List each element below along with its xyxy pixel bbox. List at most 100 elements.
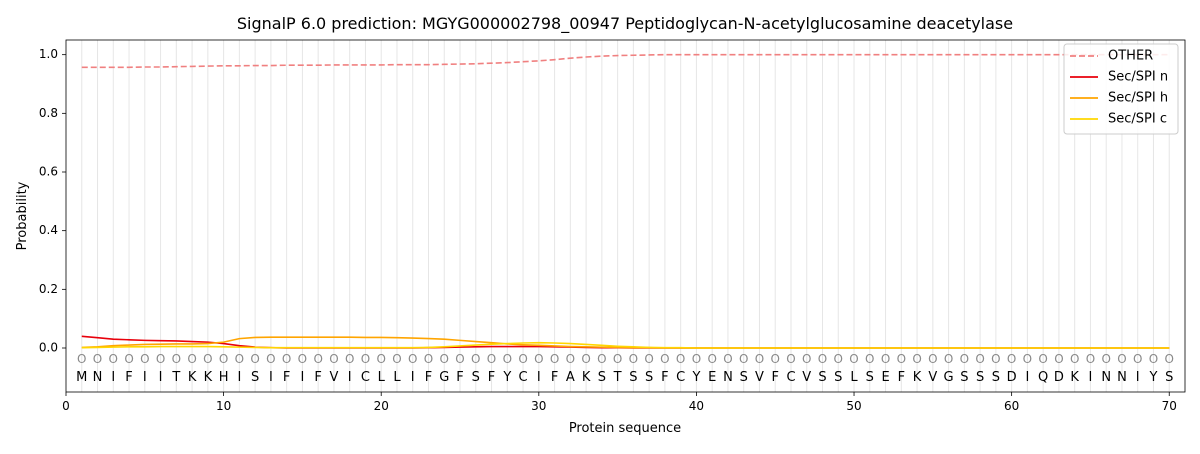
- region-label: O: [581, 352, 590, 366]
- residue-label: S: [598, 370, 606, 385]
- region-label: O: [897, 352, 906, 366]
- region-label: O: [440, 352, 449, 366]
- region-label: O: [644, 352, 653, 366]
- region-label: O: [235, 352, 244, 366]
- residue-label: V: [928, 370, 937, 385]
- region-label: O: [471, 352, 480, 366]
- residue-label: H: [219, 370, 229, 385]
- residue-label: T: [171, 370, 180, 385]
- region-label: O: [109, 352, 118, 366]
- residue-label: V: [755, 370, 764, 385]
- residue-label: D: [1007, 370, 1017, 385]
- x-axis-label: Protein sequence: [569, 421, 681, 436]
- residue-label: V: [802, 370, 811, 385]
- series-line-other: [81, 53, 1170, 69]
- residue-label: C: [519, 370, 528, 385]
- residue-label: S: [834, 370, 842, 385]
- x-tick-label: 70: [1162, 399, 1177, 413]
- region-label: O: [786, 352, 795, 366]
- residue-label: M: [76, 370, 87, 385]
- residue-label: I: [111, 370, 115, 385]
- residue-label: K: [204, 370, 213, 385]
- residue-label: C: [361, 370, 370, 385]
- x-tick-label: 30: [531, 399, 546, 413]
- residue-label: S: [992, 370, 1000, 385]
- legend-label: Sec/SPI h: [1108, 91, 1168, 106]
- residue-label: S: [251, 370, 259, 385]
- region-label: O: [266, 352, 275, 366]
- residue-label: I: [269, 370, 273, 385]
- x-tick-label: 20: [374, 399, 389, 413]
- grid: [81, 40, 1170, 392]
- region-label: O: [944, 352, 953, 366]
- legend-box: [1063, 43, 1179, 135]
- region-label: O: [345, 352, 354, 366]
- legend-label: Sec/SPI c: [1108, 112, 1167, 127]
- residue-label: Y: [691, 370, 700, 385]
- region-label: O: [881, 352, 890, 366]
- region-label: O: [629, 352, 638, 366]
- region-label: O: [1038, 352, 1047, 366]
- region-label: O: [298, 352, 307, 366]
- plot-frame: [65, 39, 1186, 393]
- residue-label: I: [300, 370, 304, 385]
- region-label: O: [865, 352, 874, 366]
- region-label: O: [834, 352, 843, 366]
- residue-label: I: [143, 370, 147, 385]
- residue-label: F: [551, 370, 558, 385]
- residue-label: I: [1025, 370, 1029, 385]
- x-axis: 0 10 20 30 40 50 60 70: [62, 392, 1177, 413]
- residue-label: I: [411, 370, 415, 385]
- residue-label: C: [676, 370, 685, 385]
- region-label: O: [912, 352, 921, 366]
- residue-label: A: [566, 370, 575, 385]
- residue-label: Y: [1149, 370, 1158, 385]
- residue-label: F: [898, 370, 905, 385]
- region-label: O: [660, 352, 669, 366]
- residue-label: F: [488, 370, 495, 385]
- region-label: O: [487, 352, 496, 366]
- residue-label: F: [771, 370, 778, 385]
- region-label: O: [156, 352, 165, 366]
- region-label: O: [93, 352, 102, 366]
- residue-label: K: [188, 370, 197, 385]
- region-label: O: [1086, 352, 1095, 366]
- y-tick-label: 0.6: [39, 165, 58, 179]
- region-label: O: [975, 352, 984, 366]
- region-label: O: [250, 352, 259, 366]
- region-label: O: [1101, 352, 1110, 366]
- residue-label: G: [944, 370, 954, 385]
- legend-label: OTHER: [1108, 49, 1153, 64]
- residue-label: C: [786, 370, 795, 385]
- region-label: O: [408, 352, 417, 366]
- legend: OTHER Sec/SPI n Sec/SPI h Sec/SPI c: [1063, 43, 1179, 135]
- residue-label: I: [348, 370, 352, 385]
- region-label: O: [1149, 352, 1158, 366]
- region-label: O: [77, 352, 86, 366]
- residue-label: K: [1070, 370, 1079, 385]
- x-tick-label: 50: [846, 399, 861, 413]
- residue-label: L: [393, 370, 401, 385]
- residue-label: Q: [1038, 370, 1048, 385]
- region-label: O: [124, 352, 133, 366]
- residue-label: F: [661, 370, 668, 385]
- region-label: O: [566, 352, 575, 366]
- region-label: O: [707, 352, 716, 366]
- region-label: O: [282, 352, 291, 366]
- region-label: O: [1023, 352, 1032, 366]
- region-label: O: [424, 352, 433, 366]
- region-label: O: [503, 352, 512, 366]
- y-axis: 0.0 0.2 0.4 0.6 0.8 1.0: [39, 47, 66, 355]
- residue-label: S: [645, 370, 653, 385]
- region-label: O: [534, 352, 543, 366]
- y-axis-label: Probability: [15, 181, 30, 250]
- region-label: O: [818, 352, 827, 366]
- residue-label: Y: [502, 370, 511, 385]
- legend-label: Sec/SPI n: [1108, 70, 1168, 85]
- residue-label: L: [850, 370, 858, 385]
- region-label: O: [1133, 352, 1142, 366]
- x-tick-label: 60: [1004, 399, 1019, 413]
- region-label: O: [187, 352, 196, 366]
